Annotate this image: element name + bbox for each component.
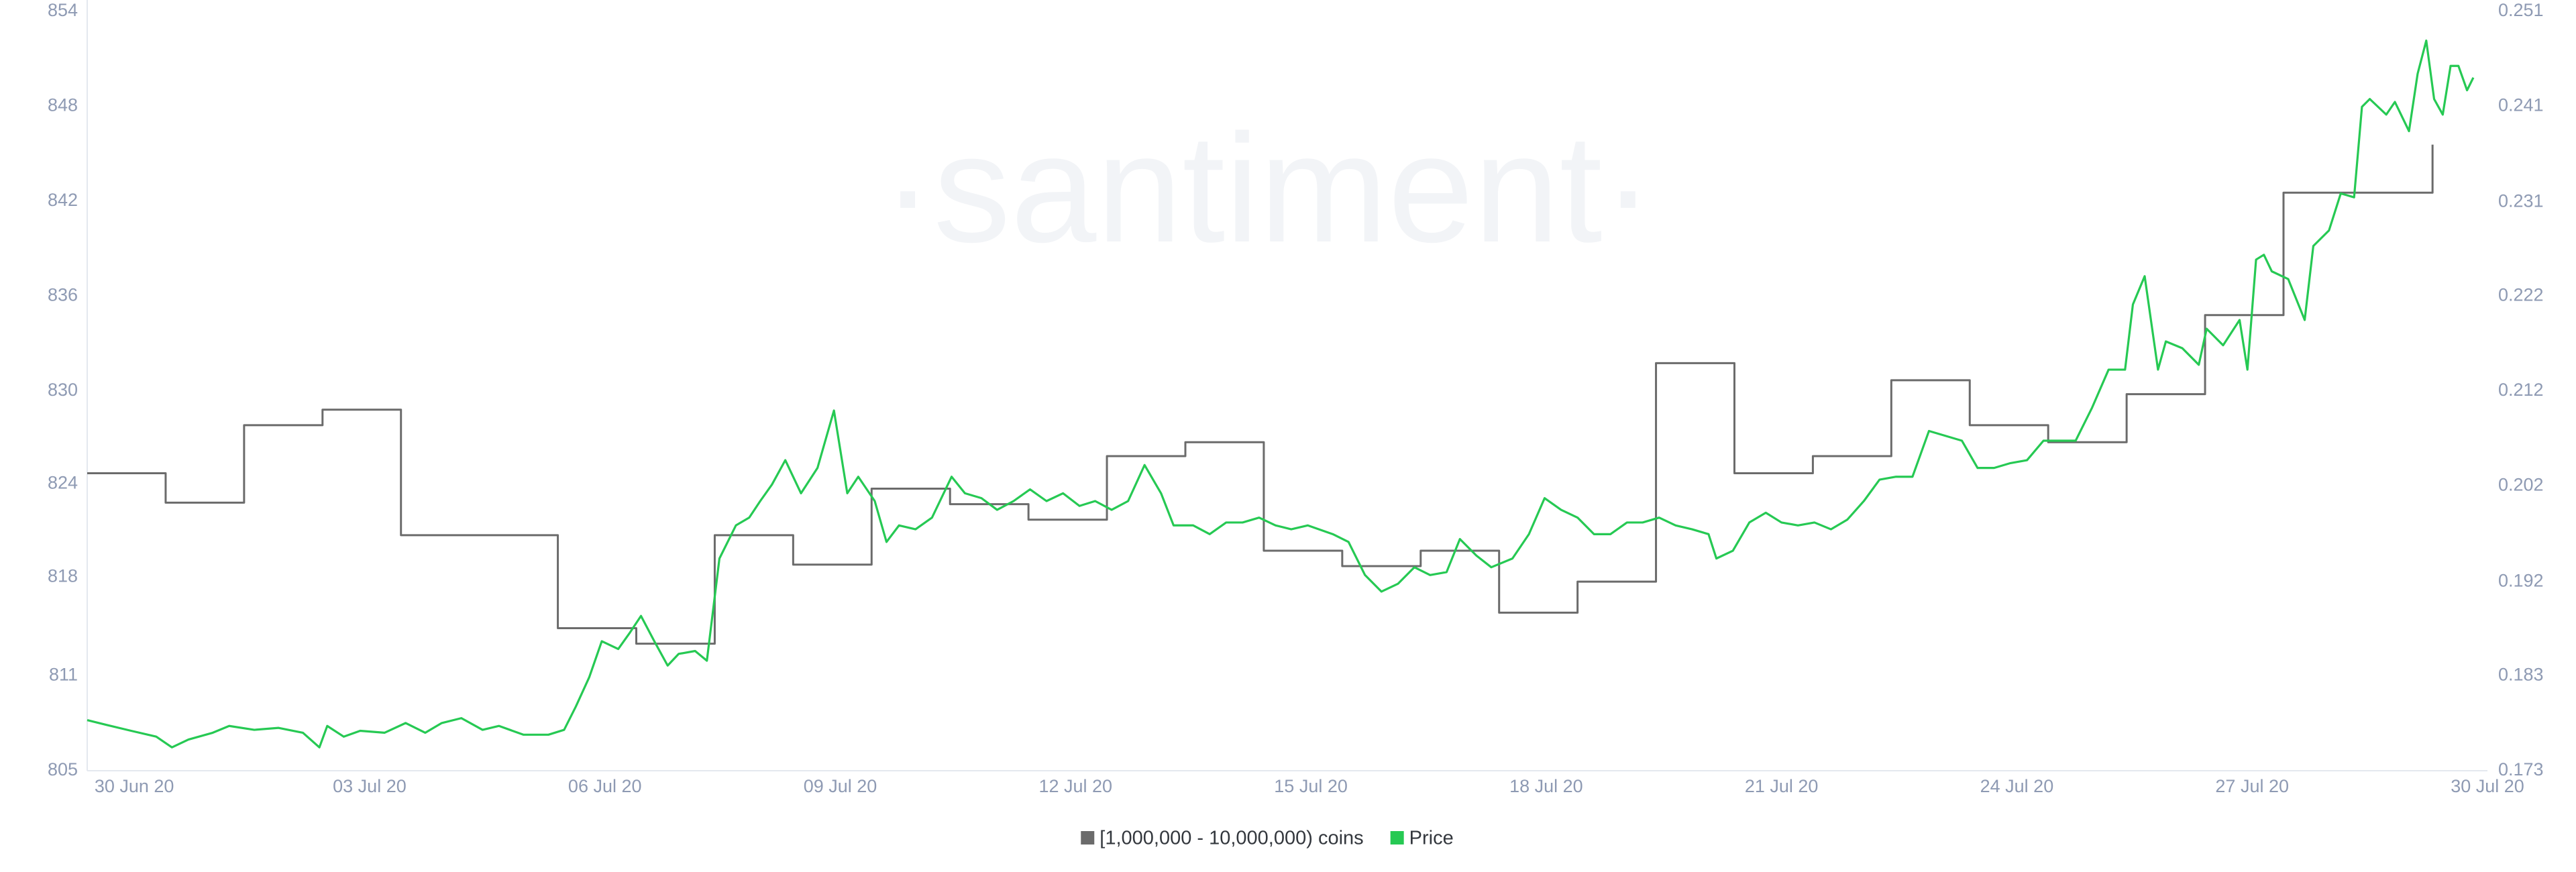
x-tick-label: 15 Jul 20: [1274, 776, 1348, 796]
y-tick-label: 848: [48, 95, 78, 115]
x-tick-label: 12 Jul 20: [1038, 776, 1112, 796]
y2-tick-label: 0.231: [2498, 191, 2544, 211]
y2-tick-label: 0.222: [2498, 285, 2544, 305]
y2-tick-label: 0.173: [2498, 759, 2544, 779]
y-tick-label: 811: [49, 665, 78, 685]
y-tick-label: 836: [48, 285, 78, 305]
legend-label: Price: [1409, 828, 1454, 849]
y2-tick-label: 0.202: [2498, 475, 2544, 495]
x-tick-label: 06 Jul 20: [568, 776, 642, 796]
x-tick-label: 18 Jul 20: [1509, 776, 1583, 796]
legend-item: [1,000,000 - 10,000,000) coins: [1081, 828, 1364, 849]
x-tick-label: 30 Jun 20: [95, 776, 174, 796]
y-tick-label: 824: [48, 473, 78, 493]
legend-swatch: [1081, 831, 1095, 844]
y-tick-label: 805: [48, 759, 78, 779]
y-tick-label: 854: [48, 0, 78, 20]
y-tick-label: 818: [48, 565, 78, 586]
x-tick-label: 21 Jul 20: [1745, 776, 1819, 796]
y2-tick-label: 0.183: [2498, 665, 2544, 685]
legend: [1,000,000 - 10,000,000) coins Price: [1081, 828, 1454, 849]
x-tick-label: 09 Jul 20: [804, 776, 877, 796]
y2-tick-label: 0.212: [2498, 380, 2544, 400]
legend-item: Price: [1390, 828, 1454, 849]
watermark: ·santiment·: [882, 102, 1654, 274]
x-tick-label: 03 Jul 20: [333, 776, 407, 796]
x-tick-label: 24 Jul 20: [1980, 776, 2054, 796]
x-tick-label: 30 Jul 20: [2451, 776, 2524, 796]
y2-tick-label: 0.241: [2498, 95, 2544, 115]
y-tick-label: 842: [48, 190, 78, 210]
price-line: [87, 39, 2475, 749]
y2-tick-label: 0.192: [2498, 571, 2544, 591]
y2-tick-label: 0.251: [2498, 0, 2544, 20]
legend-label: [1,000,000 - 10,000,000) coins: [1099, 828, 1363, 849]
legend-swatch: [1390, 831, 1404, 844]
y-tick-label: 830: [48, 380, 78, 400]
step-line: [87, 144, 2434, 645]
x-tick-label: 27 Jul 20: [2215, 776, 2289, 796]
